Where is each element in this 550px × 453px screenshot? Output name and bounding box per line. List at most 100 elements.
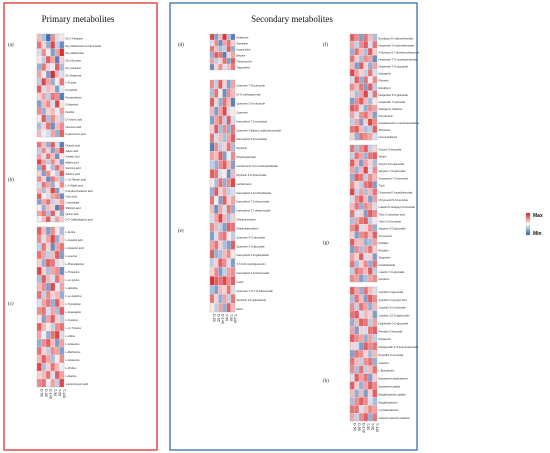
- heatmap-cell: [363, 318, 369, 327]
- heatmap-cell: [363, 40, 369, 49]
- heatmap-cell: [226, 151, 231, 161]
- row-label: Naringenin chalcone: [379, 107, 403, 111]
- heatmap-cell: [36, 170, 42, 177]
- heatmap-cell: [222, 39, 227, 47]
- heatmap-cell: [59, 282, 65, 292]
- heatmap-cell: [358, 238, 364, 247]
- heatmap-cell: [354, 188, 360, 196]
- heatmap-cell: [59, 107, 65, 116]
- heatmap-cell: [209, 142, 215, 152]
- row-label: L-Valine: [66, 334, 76, 338]
- heatmap-cell: [226, 39, 231, 47]
- heatmap-cell: [218, 151, 223, 161]
- heatmap-cell: [36, 159, 42, 165]
- heatmap-cell: [41, 78, 47, 86]
- heatmap-cell: [59, 216, 65, 223]
- heatmap-cell: [222, 115, 227, 125]
- row-label: L-Methionine: [66, 350, 82, 354]
- heatmap-cell: [45, 55, 51, 64]
- heatmap-cell: [45, 330, 51, 340]
- heatmap-cell: [230, 169, 236, 179]
- heatmap-cell: [45, 48, 51, 57]
- heatmap-cell: [41, 378, 47, 388]
- heatmap-cell: [358, 62, 364, 70]
- heatmap-cell: [54, 242, 60, 252]
- heatmap-cell: [354, 217, 360, 225]
- row-label: D(+)-Melezitose: [66, 51, 85, 55]
- heatmap-cell: [354, 97, 360, 105]
- heatmap-panel: (d) Hordenine Piperidine Isoquinoline Betain…: [178, 33, 252, 71]
- heatmap-cell: [54, 210, 60, 217]
- heatmap-cell: [222, 187, 227, 197]
- heatmap-cell: [50, 181, 56, 188]
- heatmap-cell: [218, 63, 223, 71]
- heatmap-cell: [367, 159, 373, 167]
- row-label: Tricin 5-O-hexoside: [379, 220, 402, 224]
- heatmap-cell: [367, 397, 373, 406]
- panel-letter: (h): [323, 379, 329, 384]
- heatmap-cell: [59, 306, 65, 316]
- heatmap-cell: [50, 33, 56, 42]
- heatmap-cell: [214, 285, 219, 295]
- heatmap-cell: [45, 147, 51, 154]
- heatmap-cell: [209, 303, 215, 313]
- heatmap-cell: [214, 97, 219, 107]
- column-label: T-95: [229, 314, 233, 321]
- row-label: L-Epicatechin: [379, 369, 395, 373]
- heatmap-cell: [36, 70, 42, 79]
- heatmap-cell: [36, 378, 42, 388]
- heatmap-cell: [222, 124, 227, 134]
- heatmap-cell: [363, 125, 369, 134]
- heatmap-cell: [50, 100, 56, 108]
- heatmap-cell: [372, 159, 378, 167]
- heatmap-cell: [41, 176, 47, 183]
- column-label: D-95: [44, 389, 48, 397]
- heatmap-cell: [349, 55, 355, 63]
- legend-min-label: Min: [533, 231, 542, 237]
- heatmap-cell: [45, 346, 51, 356]
- heatmap-cell: [349, 159, 355, 167]
- row-label: Naringenin: [379, 72, 392, 76]
- row-label: D-Mannitol: [66, 103, 79, 107]
- heatmap-cell: [36, 274, 42, 284]
- heatmap-cell: [222, 57, 227, 65]
- heatmap-cell: [45, 33, 51, 42]
- heatmap-cell: [45, 370, 51, 380]
- heatmap-cell: [372, 365, 378, 374]
- heatmap-cell: [59, 176, 65, 183]
- heatmap-cell: [50, 226, 56, 236]
- heatmap-cell: [36, 322, 42, 332]
- heatmap-cell: [36, 354, 42, 364]
- heatmap-cell: [349, 76, 355, 84]
- heatmap-cell: [50, 78, 56, 86]
- heatmap-cell: [354, 202, 360, 210]
- heatmap-cell: [367, 132, 373, 141]
- heatmap-cell: [363, 326, 369, 335]
- row-label: Betaine: [237, 54, 246, 58]
- heatmap-cell: [354, 245, 360, 254]
- heatmap-cell: [358, 286, 364, 295]
- heatmap-cell: [367, 389, 373, 398]
- row-label: 2-Hydroxybutanoic acid: [66, 189, 94, 193]
- row-label: Hesperetin O-malonylhexoside: [379, 43, 415, 47]
- heatmap-cell: [354, 267, 360, 275]
- panel-letter: (e): [178, 229, 184, 234]
- heatmap-cell: [226, 142, 231, 152]
- heatmap-panels: (a) D(+)-Trehalose D(+)-Melezitose O-rhamn…: [8, 33, 420, 433]
- column-label: T-140: [62, 389, 66, 398]
- row-label: Homoeriodictyol: [379, 135, 398, 139]
- heatmap-cell: [41, 129, 47, 138]
- heatmap-cell: [45, 258, 51, 268]
- heatmap-cell: [349, 48, 355, 56]
- row-label: Isorhamnetin: [237, 182, 253, 186]
- heatmap-cell: [226, 303, 231, 313]
- heatmap-cell: [36, 266, 42, 276]
- heatmap-cell: [50, 147, 56, 154]
- panel-letter: (g): [323, 241, 329, 246]
- heatmap-cell: [349, 397, 355, 406]
- heatmap-panel: (f) Eriodictyol O-malonylhexoside Hesperet…: [323, 33, 420, 141]
- heatmap-cell: [209, 151, 215, 161]
- heatmap-cell: [45, 234, 51, 244]
- heatmap-cell: [372, 342, 378, 351]
- heatmap-cell: [354, 342, 360, 351]
